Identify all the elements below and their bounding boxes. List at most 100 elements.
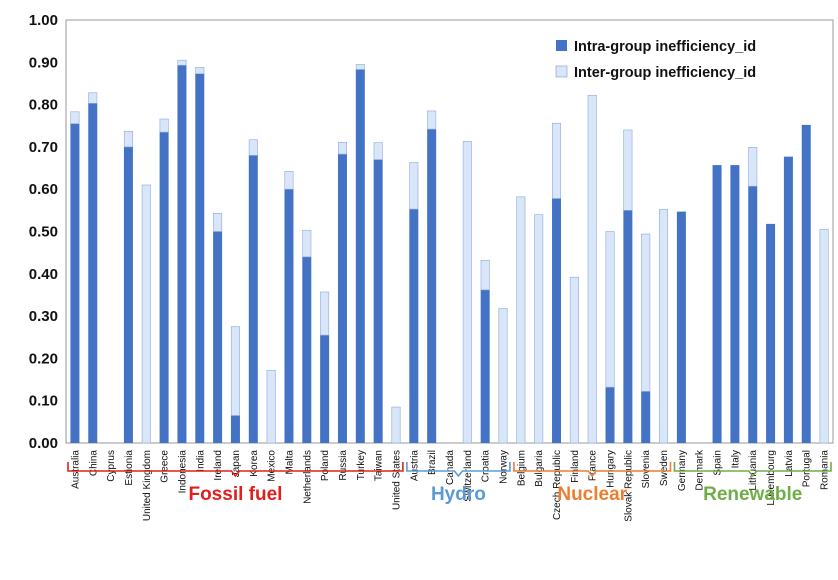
bar-intra-6 — [177, 65, 187, 444]
legend-label-intra: Intra-group inefficiency_id — [574, 39, 756, 55]
category-label: Spain — [713, 450, 724, 476]
bar-intra-30 — [605, 387, 615, 443]
bar-series — [70, 59, 829, 444]
category-label: Poland — [320, 450, 331, 481]
bar-inter-28 — [569, 276, 579, 444]
category-label: Italy — [730, 450, 741, 468]
group-label: Fossil fuel — [188, 484, 282, 505]
group-brackets: Fossil fuel Hydro Nuclear Renewable — [67, 462, 832, 505]
category-label: Bulgaria — [534, 450, 545, 487]
bar-inter-29 — [587, 94, 597, 444]
bar-inter-24 — [498, 308, 508, 444]
bar-inter-6 — [177, 59, 187, 66]
y-tick-label: 0.30 — [29, 308, 58, 325]
bar-inter-26 — [534, 214, 544, 444]
category-label: Finland — [570, 450, 581, 483]
bar-intra-20 — [427, 129, 437, 443]
group-bracket — [513, 462, 672, 478]
bar-inter-12 — [284, 171, 294, 190]
bar-inter-17 — [373, 142, 383, 160]
group-label: Renewable — [703, 484, 802, 505]
category-label: Australia — [70, 450, 81, 489]
y-tick-label: 0.00 — [29, 435, 58, 452]
bar-intra-41 — [801, 124, 811, 444]
group-bracket — [673, 462, 832, 478]
category-label: Romania — [820, 450, 831, 490]
bar-inter-30 — [605, 231, 615, 388]
category-label: Slovenia — [641, 450, 652, 489]
bar-intra-1 — [88, 103, 98, 444]
y-tick-label: 0.90 — [29, 54, 58, 71]
bar-intra-12 — [284, 189, 294, 443]
bar-intra-10 — [248, 155, 258, 444]
bar-intra-0 — [70, 123, 80, 443]
bar-inter-11 — [266, 369, 276, 444]
category-label: France — [588, 450, 599, 482]
bar-inter-3 — [123, 130, 133, 148]
legend-swatch-inter — [555, 65, 568, 78]
bar-inter-33 — [659, 209, 669, 444]
category-label: Japan — [231, 450, 242, 477]
category-label: Turkey — [356, 450, 367, 480]
bar-inter-42 — [819, 229, 829, 444]
bar-inter-10 — [248, 139, 258, 156]
category-label: Norway — [499, 450, 510, 484]
category-label: China — [88, 450, 99, 477]
bar-inter-1 — [88, 92, 98, 104]
bar-intra-32 — [641, 391, 651, 443]
category-label: Estionia — [124, 450, 135, 486]
category-label: India — [195, 450, 206, 472]
bar-intra-15 — [337, 154, 347, 443]
bar-inter-4 — [141, 184, 151, 444]
category-label: Korea — [249, 450, 260, 477]
bar-inter-27 — [552, 122, 562, 199]
bar-inter-19 — [409, 162, 419, 210]
bar-intra-37 — [730, 165, 740, 444]
bar-inter-16 — [355, 64, 365, 70]
bar-inter-8 — [213, 213, 223, 232]
category-label: Luxembourg — [766, 450, 777, 506]
bar-inter-32 — [641, 233, 651, 392]
bar-intra-27 — [552, 198, 562, 443]
bar-inter-31 — [623, 129, 633, 211]
y-tick-label: 0.80 — [29, 97, 58, 114]
y-tick-label: 0.70 — [29, 139, 58, 156]
bar-inter-38 — [748, 147, 758, 187]
category-label: Ireland — [213, 450, 224, 481]
legend: Intra-group inefficiency_id Inter-group … — [555, 39, 756, 81]
category-label: Czech Republic — [552, 450, 563, 520]
bar-intra-14 — [320, 335, 330, 443]
y-tick-label: 0.20 — [29, 350, 58, 367]
category-label: Greece — [160, 450, 171, 483]
category-label: Austria — [409, 450, 420, 482]
category-label: Netherlands — [302, 450, 313, 504]
bar-intra-9 — [230, 415, 240, 443]
bar-intra-8 — [213, 231, 223, 443]
bar-intra-34 — [676, 211, 686, 443]
bar-intra-36 — [712, 165, 722, 444]
bar-inter-0 — [70, 111, 80, 124]
category-label: Portugal — [802, 450, 813, 487]
category-label: Switzerland — [463, 450, 474, 502]
group-bracket — [406, 462, 511, 478]
bar-intra-5 — [159, 132, 169, 443]
bar-intra-7 — [195, 73, 205, 443]
bar-inter-13 — [302, 229, 312, 258]
category-label: Lithuania — [748, 450, 759, 491]
bar-intra-17 — [373, 159, 383, 443]
bar-inter-15 — [337, 141, 347, 155]
bar-inter-7 — [195, 67, 205, 75]
bar-inter-5 — [159, 118, 169, 133]
bar-inter-14 — [320, 291, 330, 336]
category-label: Denmark — [695, 449, 706, 491]
y-tick-label: 1.00 — [29, 12, 58, 29]
legend-swatch-intra — [556, 40, 567, 51]
y-axis-ticks: 0.00 0.10 0.20 0.30 0.40 0.50 0.60 0.70 0.80 0.90… — [29, 12, 58, 452]
category-label: Hungary — [606, 450, 617, 488]
category-label: Mexico — [267, 450, 278, 482]
y-tick-label: 0.50 — [29, 224, 58, 241]
bar-intra-31 — [623, 210, 633, 443]
category-label: Brazil — [427, 450, 438, 475]
bar-intra-3 — [123, 146, 133, 443]
